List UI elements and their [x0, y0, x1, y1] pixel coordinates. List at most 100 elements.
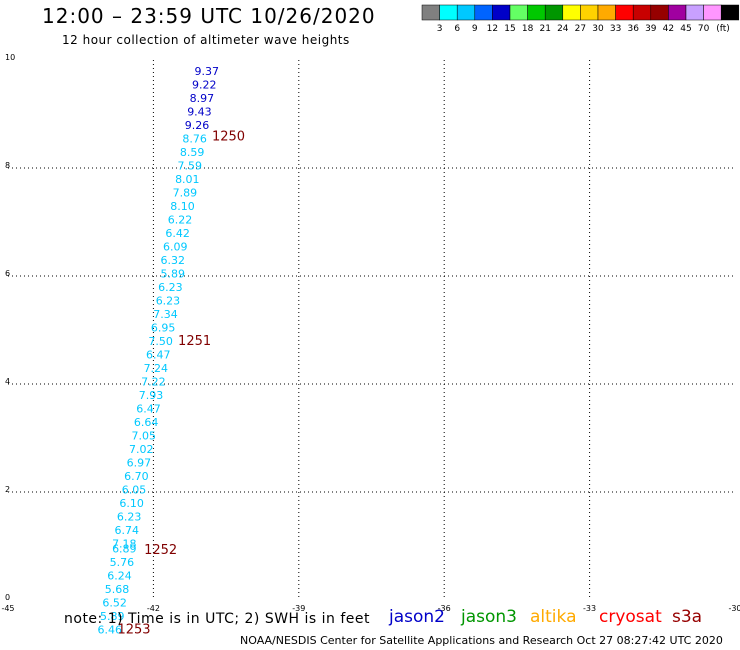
wave-height-label: 6.47 [136, 402, 161, 415]
wave-height-label: 6.23 [158, 281, 183, 294]
wave-height-label: 6.22 [168, 213, 193, 226]
legend-label: 30 [592, 24, 604, 34]
lon-tick-label: -33 [583, 604, 596, 613]
wave-height-label: 8.10 [170, 200, 195, 213]
wave-height-label: 8.76 [182, 132, 207, 145]
wave-height-label: 7.22 [141, 375, 166, 388]
satellite-cryosat: cryosat [599, 607, 662, 627]
legend-swatch [527, 4, 546, 21]
lat-tick-label: 10 [5, 53, 15, 62]
legend-swatch [492, 4, 511, 21]
wave-height-label: 6.64 [134, 416, 159, 429]
legend-label: 27 [575, 24, 586, 34]
satellite-jason3: jason3 [461, 607, 517, 627]
wave-height-label: 8.97 [190, 92, 215, 105]
wave-height-points: 9.379.228.979.439.268.768.597.598.017.89… [98, 65, 219, 637]
legend-swatch [439, 4, 458, 21]
legend-swatch [650, 4, 669, 21]
color-legend: 3 6 9 12 15 18 21 24 27 30 33 36 39 42 45 70 (ft) [421, 4, 740, 34]
wave-height-label: 6.97 [127, 456, 152, 469]
map-frame [7, 59, 736, 601]
legend-swatch [474, 4, 493, 21]
lon-tick-label: -45 [1, 604, 14, 613]
legend-swatch [562, 4, 581, 21]
legend-label: 70 [698, 24, 710, 34]
wave-height-label: 9.43 [187, 105, 212, 118]
wave-height-label: 6.46 [98, 624, 123, 637]
legend-swatch [456, 4, 476, 21]
wave-height-label: 6.52 [102, 597, 127, 610]
lon-tick-label: -39 [292, 604, 305, 613]
lat-tick-label: 8 [5, 161, 10, 170]
lon-tick-label: -42 [147, 604, 160, 613]
legend-label: 9 [472, 24, 478, 34]
legend-swatch [685, 4, 704, 21]
time-label: 1253 [117, 623, 150, 638]
wave-height-label: 6.95 [151, 321, 176, 334]
wave-height-label: 9.22 [192, 78, 217, 91]
lon-tick-label: -36 [438, 604, 451, 613]
legend-label: 33 [610, 24, 621, 34]
wave-height-label: 5.68 [105, 583, 130, 596]
wave-height-label: 6.89 [112, 543, 137, 556]
legend-label: 12 [487, 24, 498, 34]
legend-swatch [597, 4, 616, 21]
wave-height-label: 7.02 [129, 443, 154, 456]
credit-line: NOAA/NESDIS Center for Satellite Applica… [240, 634, 723, 647]
satellite-s3a: s3a [672, 607, 703, 627]
legend-swatch [632, 4, 652, 21]
legend-label: 36 [627, 24, 639, 34]
legend-swatch [703, 4, 722, 21]
wave-height-label: 9.37 [194, 65, 219, 78]
time-labels: 1250 1251 1252 1253 [117, 130, 245, 638]
wave-height-label: 7.89 [173, 186, 198, 199]
wave-height-label: 6.23 [117, 510, 142, 523]
wave-height-label: 6.10 [119, 497, 144, 510]
wave-height-label: 5.76 [110, 556, 135, 569]
time-label: 1250 [212, 130, 245, 145]
axis-ticks: -45 -42 -39 -36 -33 -30 0 2 4 6 8 10 [1, 53, 740, 613]
legend-label: 6 [454, 24, 460, 34]
legend-swatch [580, 4, 599, 21]
wave-height-label: 6.09 [163, 240, 188, 253]
footnote: note: 1) Time is in UTC; 2) SWH is in fe… [64, 611, 371, 627]
wave-height-label: 6.70 [124, 470, 149, 483]
legend-swatch [668, 4, 687, 21]
wave-height-label: 9.26 [185, 119, 210, 132]
wave-height-label: 7.34 [153, 308, 178, 321]
wave-height-label: 6.74 [114, 524, 139, 537]
wave-height-label: 8.01 [175, 173, 200, 186]
legend-swatch [615, 4, 634, 21]
legend-swatch [544, 4, 564, 21]
wave-height-label: 6.47 [146, 348, 171, 361]
wave-height-label: 7.24 [144, 362, 169, 375]
legend-label: 24 [557, 24, 569, 34]
legend-label: 3 [437, 24, 443, 34]
legend-swatch [509, 4, 528, 21]
satellite-jason2: jason2 [389, 607, 445, 627]
wave-height-label: 7.50 [148, 335, 173, 348]
lon-tick-label: -30 [728, 604, 740, 613]
legend-swatch [720, 4, 740, 21]
legend-label: 18 [522, 24, 534, 34]
legend-label: 42 [663, 24, 674, 34]
wave-height-label: 7.05 [131, 429, 156, 442]
wave-height-label: 6.23 [156, 294, 181, 307]
lat-tick-label: 4 [5, 377, 10, 386]
time-label: 1252 [144, 543, 177, 558]
legend-label: 21 [539, 24, 550, 34]
legend-label: 45 [680, 24, 691, 34]
legend-swatch [421, 4, 440, 21]
wave-height-label: 7.18 [112, 537, 137, 550]
legend-label: 39 [645, 24, 657, 34]
wave-height-label: 5.89 [161, 267, 186, 280]
wave-height-label: 6.05 [122, 483, 147, 496]
time-label: 1251 [178, 334, 211, 349]
lat-tick-label: 2 [5, 485, 10, 494]
page-subtitle: 12 hour collection of altimeter wave hei… [62, 33, 350, 47]
legend-label: 15 [504, 24, 515, 34]
satellite-altika: altika [530, 607, 577, 627]
wave-height-label: 7.59 [178, 159, 203, 172]
legend-unit: (ft) [716, 24, 730, 34]
lat-tick-label: 0 [5, 593, 10, 602]
